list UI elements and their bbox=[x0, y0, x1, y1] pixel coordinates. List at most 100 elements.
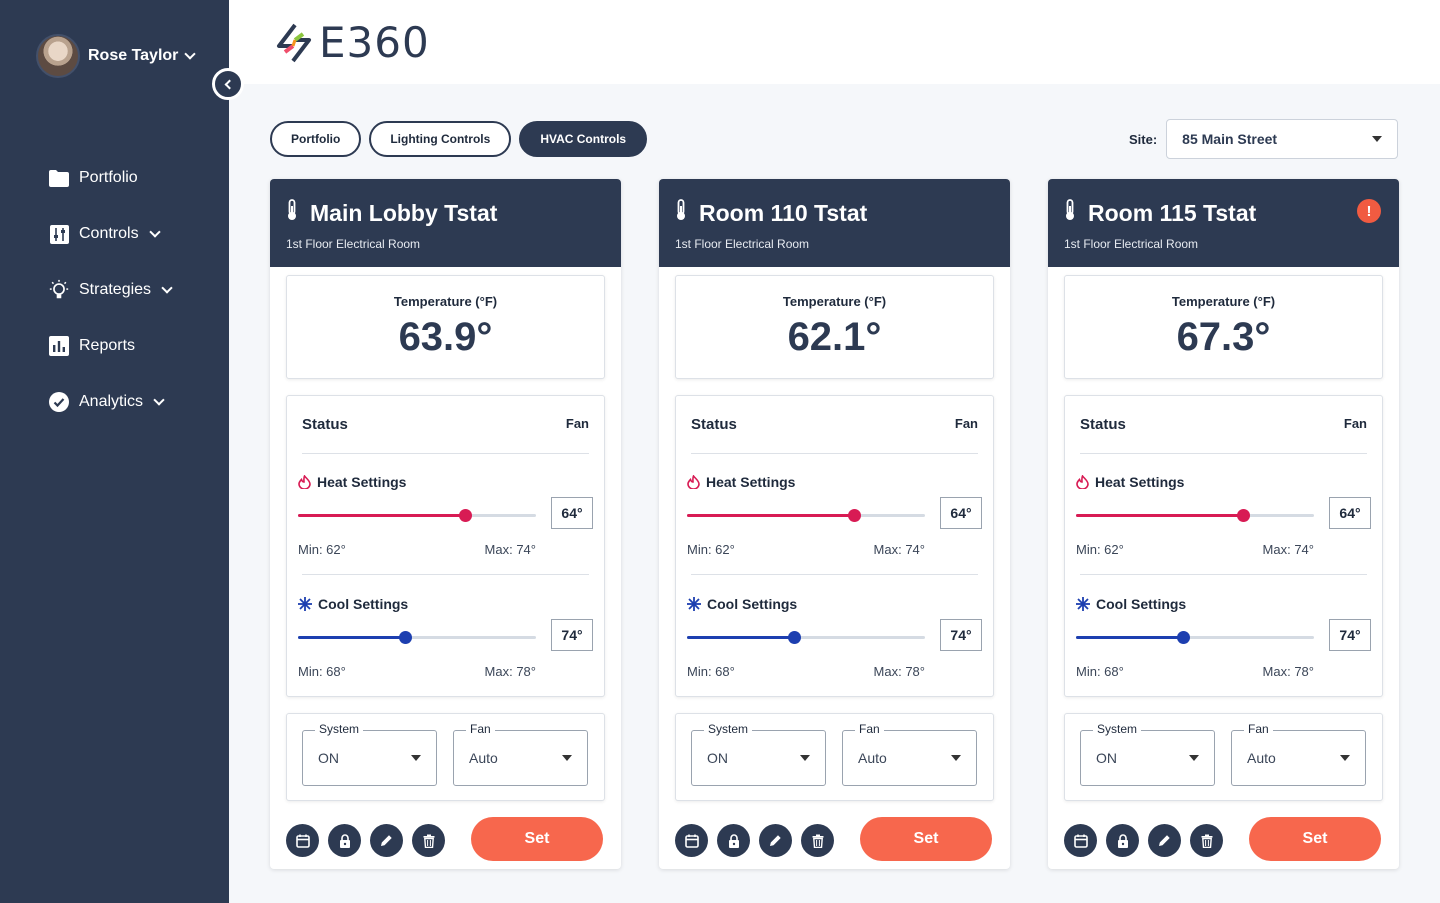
heat-slider-handle[interactable] bbox=[458, 509, 472, 522]
fan-select[interactable]: Fan Auto bbox=[453, 722, 588, 786]
fan-select[interactable]: Fan Auto bbox=[842, 722, 977, 786]
cool-settings-label: Cool Settings bbox=[318, 596, 409, 612]
heat-slider[interactable] bbox=[298, 509, 536, 522]
logo-text: E360 bbox=[319, 18, 430, 67]
trash-icon bbox=[423, 834, 434, 848]
heat-range: Min: 62° Max: 74° bbox=[298, 542, 536, 557]
sidebar-item-reports[interactable]: Reports bbox=[48, 318, 171, 374]
sidebar-item-label: Portfolio bbox=[79, 169, 138, 186]
edit-button[interactable] bbox=[370, 824, 403, 857]
edit-button[interactable] bbox=[759, 824, 792, 857]
system-select[interactable]: System ON bbox=[1080, 722, 1215, 786]
header: E360 bbox=[229, 0, 1440, 84]
cool-settings-label: Cool Settings bbox=[1096, 596, 1187, 612]
card-header: Main Lobby Tstat 1st Floor Electrical Ro… bbox=[270, 179, 621, 267]
edit-button[interactable] bbox=[1148, 824, 1181, 857]
logo: E360 bbox=[273, 18, 430, 67]
delete-button[interactable] bbox=[801, 824, 834, 857]
fan-legend: Fan bbox=[855, 722, 884, 736]
user-menu[interactable]: Rose Taylor bbox=[36, 34, 197, 78]
sidebar-item-strategies[interactable]: Strategies bbox=[48, 262, 173, 318]
mode-panel: System ON Fan Auto bbox=[1064, 713, 1383, 801]
flame-icon bbox=[298, 475, 311, 489]
temperature-value: 62.1° bbox=[787, 315, 882, 359]
heat-slider-fill bbox=[687, 514, 854, 517]
chevron-down-icon bbox=[148, 226, 161, 238]
heat-slider-handle[interactable] bbox=[847, 509, 861, 522]
lock-button[interactable] bbox=[328, 824, 361, 857]
cool-setpoint-input[interactable]: 74° bbox=[940, 619, 982, 651]
heat-slider[interactable] bbox=[687, 509, 925, 522]
heat-settings: Heat Settings 64° Min: 62° Max: 74° bbox=[298, 474, 593, 557]
set-button[interactable]: Set bbox=[1249, 817, 1381, 861]
system-select[interactable]: System ON bbox=[691, 722, 826, 786]
cool-max: Max: 78° bbox=[484, 664, 536, 679]
card-header: Room 110 Tstat 1st Floor Electrical Room bbox=[659, 179, 1010, 267]
tab-lighting-controls[interactable]: Lighting Controls bbox=[369, 121, 512, 157]
schedule-button[interactable] bbox=[675, 824, 708, 857]
thermostat-name: Room 115 Tstat bbox=[1088, 199, 1257, 226]
site-select[interactable]: 85 Main Street bbox=[1166, 119, 1399, 159]
card-actions: Set bbox=[675, 817, 995, 862]
set-button[interactable]: Set bbox=[471, 817, 603, 861]
divider bbox=[1080, 574, 1367, 575]
delete-button[interactable] bbox=[1190, 824, 1223, 857]
sidebar-item-label: Analytics bbox=[79, 393, 144, 410]
flame-icon bbox=[1076, 475, 1089, 489]
cool-slider[interactable] bbox=[1076, 631, 1314, 644]
lightbulb-icon bbox=[48, 279, 70, 301]
sidebar-item-analytics[interactable]: Analytics bbox=[48, 374, 171, 430]
avatar bbox=[36, 34, 80, 78]
temperature-label: Temperature (°F) bbox=[1171, 294, 1276, 309]
system-select[interactable]: System ON bbox=[302, 722, 437, 786]
heat-setpoint-input[interactable]: 64° bbox=[1329, 497, 1371, 529]
cool-slider-handle[interactable] bbox=[1177, 631, 1191, 644]
set-button[interactable]: Set bbox=[860, 817, 992, 861]
lock-button[interactable] bbox=[1106, 824, 1139, 857]
cool-slider[interactable] bbox=[298, 631, 536, 644]
heat-min: Min: 62° bbox=[1076, 542, 1124, 557]
cool-slider-handle[interactable] bbox=[788, 631, 802, 644]
tab-portfolio[interactable]: Portfolio bbox=[270, 121, 362, 157]
alert-icon[interactable]: ! bbox=[1357, 199, 1381, 223]
trash-icon bbox=[812, 834, 823, 848]
heat-setpoint-input[interactable]: 64° bbox=[551, 497, 593, 529]
heat-slider[interactable] bbox=[1076, 509, 1314, 522]
system-legend: System bbox=[704, 722, 753, 736]
tab-hvac-controls[interactable]: HVAC Controls bbox=[519, 121, 648, 157]
status-header: Status Fan bbox=[691, 416, 978, 454]
cool-setpoint-input[interactable]: 74° bbox=[551, 619, 593, 651]
status-panel: Status Fan Heat Settings 64° Min: 62° bbox=[675, 395, 994, 697]
heat-setpoint-input[interactable]: 64° bbox=[940, 497, 982, 529]
cool-slider[interactable] bbox=[687, 631, 925, 644]
sliders-icon bbox=[48, 223, 70, 245]
fan-select[interactable]: Fan Auto bbox=[1231, 722, 1366, 786]
heat-slider-handle[interactable] bbox=[1236, 509, 1250, 522]
thermostat-card: Main Lobby Tstat 1st Floor Electrical Ro… bbox=[270, 179, 621, 869]
temperature-value: 63.9° bbox=[398, 315, 493, 359]
cool-slider-handle[interactable] bbox=[399, 631, 413, 644]
sidebar-collapse-button[interactable] bbox=[212, 68, 244, 100]
heat-settings: Heat Settings 64° Min: 62° Max: 74° bbox=[687, 474, 982, 557]
heat-slider-fill bbox=[298, 514, 465, 517]
schedule-button[interactable] bbox=[286, 824, 319, 857]
lock-button[interactable] bbox=[717, 824, 750, 857]
check-circle-icon bbox=[48, 391, 70, 413]
dropdown-arrow-icon bbox=[1372, 136, 1383, 142]
temperature-label: Temperature (°F) bbox=[782, 294, 887, 309]
lock-icon bbox=[728, 833, 739, 848]
schedule-button[interactable] bbox=[1064, 824, 1097, 857]
cool-settings: Cool Settings 74° Min: 68° Max: 78° bbox=[298, 596, 593, 679]
cool-slider-fill bbox=[298, 636, 406, 639]
sidebar-item-controls[interactable]: Controls bbox=[48, 206, 171, 262]
status-label: Status bbox=[691, 416, 737, 433]
sidebar-item-portfolio[interactable]: Portfolio bbox=[48, 150, 171, 206]
delete-button[interactable] bbox=[412, 824, 445, 857]
dropdown-arrow-icon bbox=[411, 755, 421, 761]
dropdown-arrow-icon bbox=[1189, 755, 1199, 761]
temperature-value: 67.3° bbox=[1176, 315, 1271, 359]
fan-value: Auto bbox=[858, 750, 887, 766]
sidebar: Rose Taylor Portfolio Controls Strategie… bbox=[0, 0, 229, 903]
status-label: Status bbox=[1080, 416, 1126, 433]
cool-setpoint-input[interactable]: 74° bbox=[1329, 619, 1371, 651]
